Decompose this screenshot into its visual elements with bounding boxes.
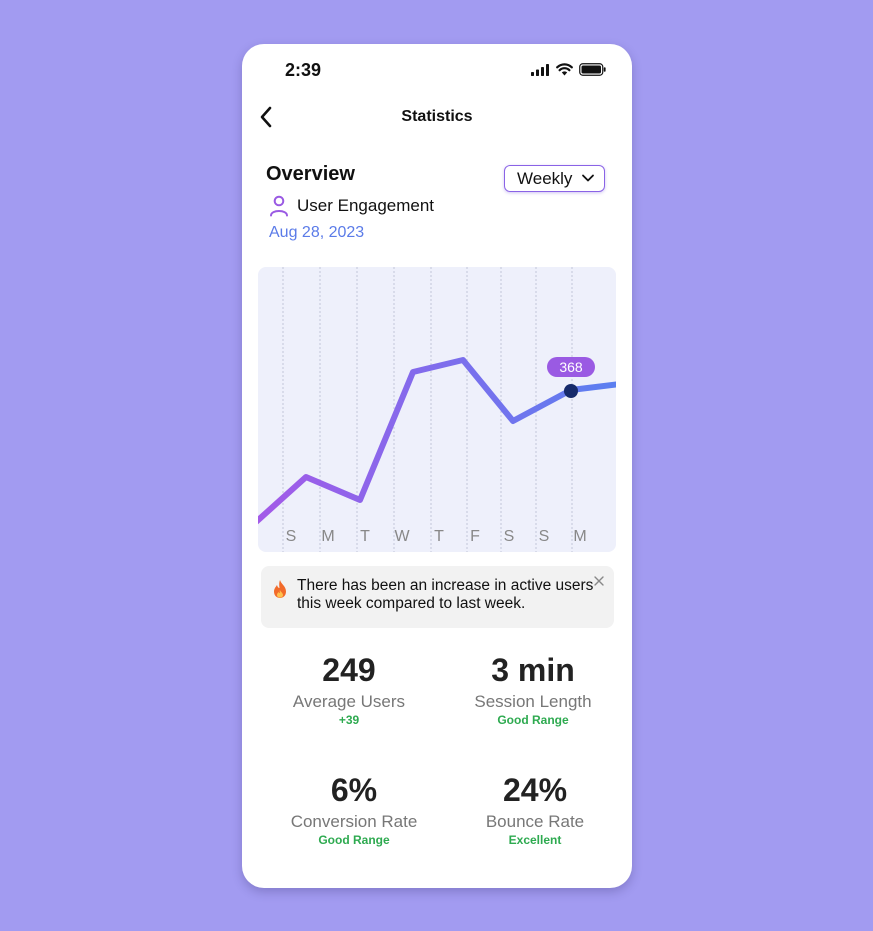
x-tick-label: S: [539, 528, 550, 545]
x-tick-label: S: [286, 528, 297, 545]
metric-label: User Engagement: [297, 196, 435, 215]
highlight-badge: [547, 357, 595, 377]
overview-date: Aug 28, 2023: [269, 224, 365, 241]
stat-label: Bounce Rate: [485, 812, 585, 831]
x-tick-label: M: [321, 528, 334, 545]
wifi-icon: [556, 63, 573, 76]
stat-session-length: 3 min Session Length Good Range: [443, 652, 623, 727]
stat-value: 249: [322, 652, 376, 688]
x-tick-label: W: [394, 528, 410, 545]
insight-notice: There has been an increase in active use…: [261, 566, 614, 628]
chart-svg: 368 S M T W T F S S M: [258, 267, 616, 552]
stat-label: Average Users: [292, 692, 406, 711]
stat-note: Good Range: [318, 833, 390, 847]
highlight-value: 368: [559, 359, 583, 375]
x-tick-label: M: [573, 528, 586, 545]
notice-text: There has been an increase in active use…: [297, 577, 594, 612]
stat-label: Conversion Rate: [290, 812, 418, 831]
period-select-value: Weekly: [517, 168, 573, 188]
stat-note: Excellent: [508, 833, 562, 847]
period-select[interactable]: Weekly: [504, 165, 605, 192]
x-tick-label: T: [434, 528, 444, 545]
x-tick-label: T: [360, 528, 370, 545]
engagement-chart: 368 S M T W T F S S M: [258, 267, 616, 552]
stat-conversion-rate: 6% Conversion Rate Good Range: [264, 772, 444, 847]
fire-icon: [274, 580, 286, 598]
battery-icon: [579, 63, 606, 76]
stat-value: 3 min: [491, 652, 575, 688]
phone-screen: 2:39 Statistics Overview Weekly: [242, 44, 632, 888]
overview-heading: Overview: [266, 163, 355, 185]
chevron-down-icon: [582, 174, 594, 182]
metric-row: User Engagement: [269, 195, 434, 217]
stat-note: +39: [338, 713, 360, 727]
stat-average-users: 249 Average Users +39: [259, 652, 439, 727]
stat-label: Session Length: [474, 692, 592, 711]
stat-bounce-rate: 24% Bounce Rate Excellent: [445, 772, 625, 847]
stat-value: 24%: [502, 772, 568, 808]
user-icon: [270, 195, 288, 217]
highlight-marker[interactable]: [564, 384, 578, 398]
x-tick-label: F: [470, 528, 480, 545]
status-icons: [531, 63, 606, 76]
x-tick-label: S: [504, 528, 515, 545]
signal-icon: [531, 63, 549, 76]
status-time: 2:39: [285, 60, 322, 80]
engagement-line: [258, 357, 616, 525]
page-title: Statistics: [401, 108, 473, 125]
back-button[interactable]: [256, 104, 276, 130]
chevron-left-icon: [260, 106, 272, 128]
stat-note: Good Range: [497, 713, 569, 727]
close-icon[interactable]: [593, 575, 605, 587]
stat-value: 6%: [330, 772, 378, 808]
